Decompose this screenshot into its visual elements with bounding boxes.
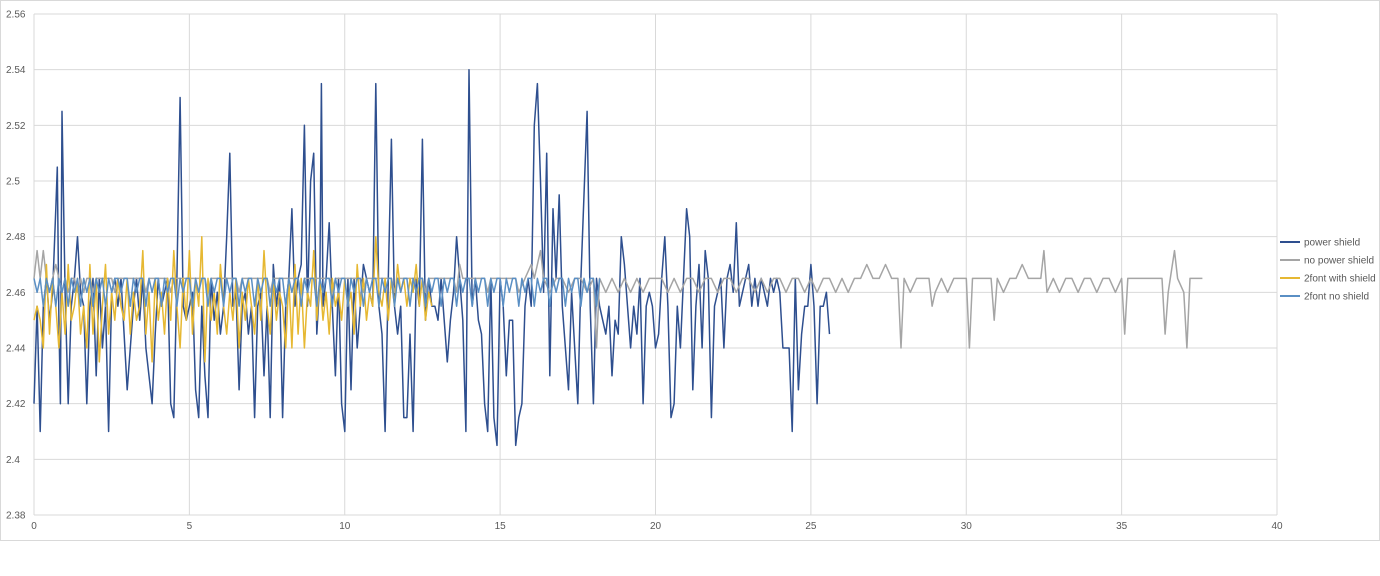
series-line-2font-no-shield [33, 277, 601, 307]
x-tick-label: 5 [187, 521, 193, 532]
legend-label: power shield [1304, 238, 1360, 249]
y-tick-label: 2.56 [6, 10, 26, 21]
series-line-power-shield [33, 68, 831, 447]
y-tick-label: 2.48 [6, 232, 26, 243]
series-line-2font-with-shield [33, 235, 433, 363]
x-tick-label: 15 [495, 521, 507, 532]
x-tick-label: 10 [339, 521, 351, 532]
y-tick-label: 2.46 [6, 288, 26, 299]
y-tick-label: 2.4 [6, 455, 20, 466]
line-chart: 0 5 10 15 20 25 30 35 40 2.38 2.4 2.42 2.44 2.46 2.48… [6, 10, 1376, 533]
y-tick-label: 2.5 [6, 177, 20, 188]
x-tick-label: 35 [1116, 521, 1128, 532]
legend-label: no power shield [1304, 256, 1374, 267]
y-tick-label: 2.52 [6, 121, 26, 132]
y-tick-label: 2.54 [6, 65, 26, 76]
legend-item-2font-with-shield: 2font with shield [1280, 274, 1376, 285]
chart-frame: 0 5 10 15 20 25 30 35 40 2.38 2.4 2.42 2.44 2.46 2.48… [0, 0, 1380, 541]
y-tick-label: 2.38 [6, 511, 26, 522]
legend-item-2font-no-shield: 2font no shield [1280, 292, 1369, 303]
x-tick-label: 40 [1271, 521, 1283, 532]
x-tick-label: 30 [961, 521, 973, 532]
x-axis-ticks: 0 5 10 15 20 25 30 35 40 [31, 521, 1283, 532]
legend: power shield no power shield 2font with sh… [1280, 238, 1376, 303]
legend-item-power-shield: power shield [1280, 238, 1360, 249]
x-tick-label: 20 [650, 521, 662, 532]
y-tick-label: 2.44 [6, 344, 26, 355]
series-lines [33, 68, 1203, 447]
x-tick-label: 0 [31, 521, 37, 532]
legend-label: 2font with shield [1304, 274, 1376, 285]
legend-item-no-power-shield: no power shield [1280, 256, 1374, 267]
x-tick-label: 25 [805, 521, 817, 532]
y-tick-label: 2.42 [6, 399, 26, 410]
legend-label: 2font no shield [1304, 292, 1369, 303]
y-axis-ticks: 2.38 2.4 2.42 2.44 2.46 2.48 2.5 2.52 2.54 2.56 [6, 10, 26, 522]
